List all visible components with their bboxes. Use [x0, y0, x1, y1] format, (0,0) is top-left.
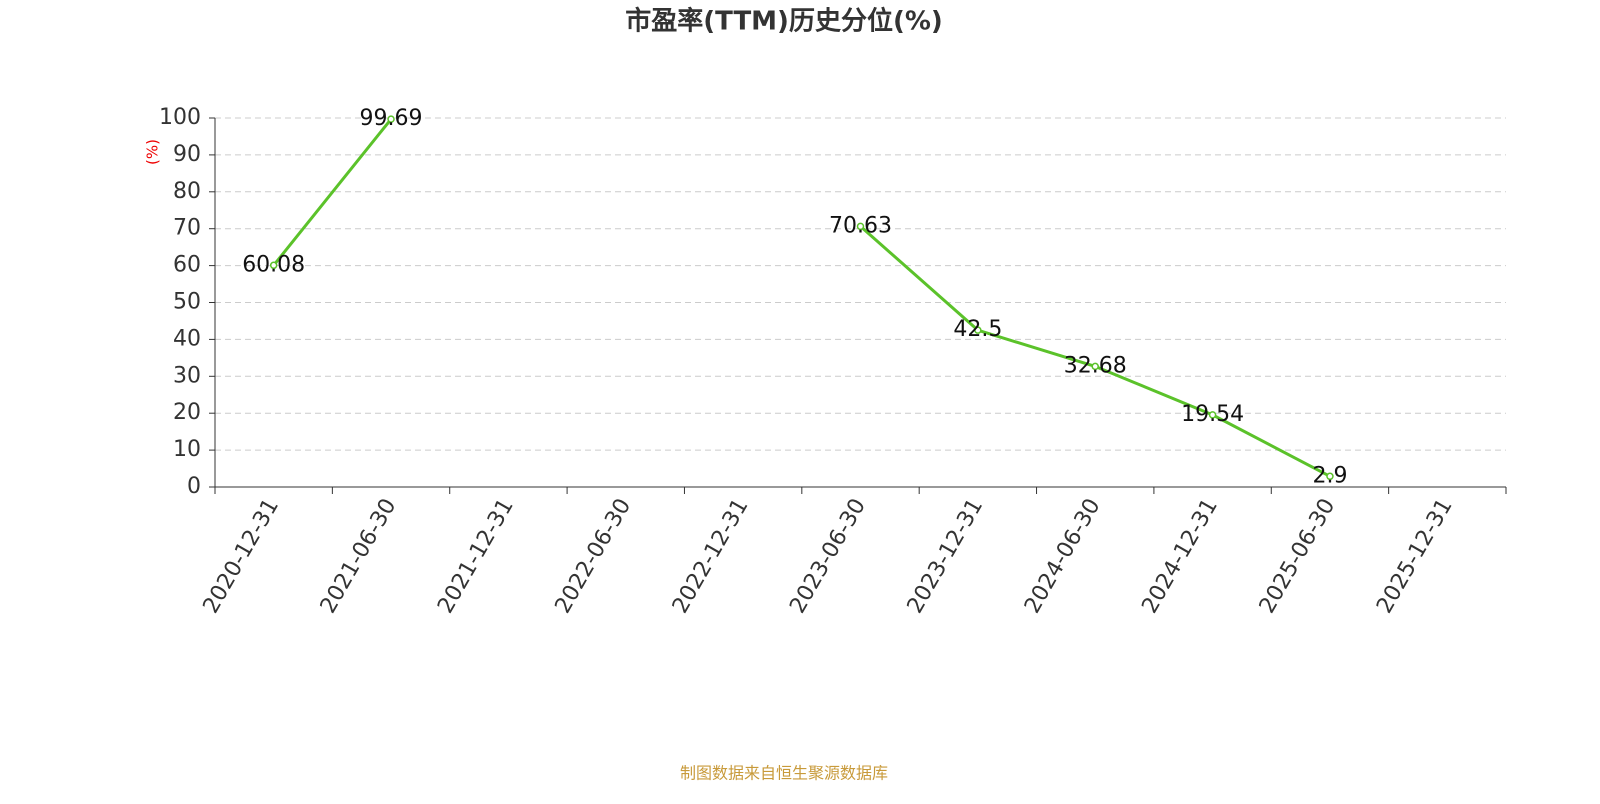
y-tick-label: 40 [173, 326, 201, 351]
chart-title: 市盈率(TTM)历史分位(%) [625, 6, 943, 37]
y-tick-label: 50 [173, 290, 201, 315]
data-point [1208, 411, 1217, 419]
data-label: 70.63 [829, 213, 892, 238]
x-tick-label: 2025-06-30 [1255, 495, 1341, 618]
y-tick-label: 100 [159, 105, 201, 130]
data-point [856, 222, 865, 231]
x-tick-label: 2025-12-31 [1372, 495, 1458, 618]
data-point [269, 261, 278, 270]
x-tick-label: 2021-06-30 [316, 495, 402, 618]
x-tick-label: 2024-06-30 [1020, 495, 1106, 618]
y-tick-label: 60 [173, 253, 201, 278]
y-tick-label: 30 [173, 363, 201, 388]
x-tick-label: 2022-12-31 [668, 495, 754, 618]
y-tick-label: 70 [173, 216, 201, 241]
y-tick-label: 10 [173, 437, 201, 462]
data-point [1091, 362, 1099, 371]
y-tick-label: 80 [173, 179, 201, 204]
x-tick-label: 2023-12-31 [903, 495, 989, 618]
y-tick-label: 20 [173, 400, 201, 425]
data-label: 99.69 [360, 106, 423, 131]
data-label: 60.08 [242, 252, 305, 277]
data-point [387, 115, 395, 123]
y-axis-label: (%) [144, 139, 162, 165]
x-tick-label: 2024-12-31 [1137, 495, 1223, 618]
x-tick-label: 2020-12-31 [198, 495, 284, 618]
y-tick-label: 90 [173, 142, 201, 167]
data-point [974, 326, 982, 334]
x-tick-label: 2022-06-30 [551, 495, 637, 618]
data-label: 42.5 [953, 317, 1002, 342]
data-label: 32.68 [1064, 353, 1127, 378]
y-tick-label: 0 [187, 474, 201, 499]
x-tick-label: 2023-06-30 [785, 495, 871, 618]
data-label: 19.54 [1181, 402, 1244, 427]
x-tick-label: 2021-12-31 [433, 495, 519, 618]
source-note: 制图数据来自恒生聚源数据库 [680, 764, 888, 783]
data-label: 2.9 [1312, 463, 1347, 488]
data-line [272, 118, 1331, 478]
data-point [1326, 472, 1334, 481]
